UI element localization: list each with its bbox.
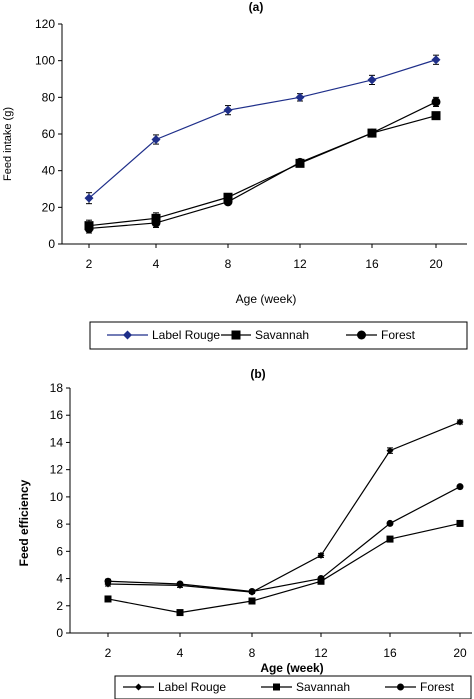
chart-b-y-tick-label: 8 xyxy=(56,517,63,531)
chart-b-legend: Label Rouge Savannah Forest xyxy=(123,680,455,694)
chart-b-data-point xyxy=(456,519,464,527)
chart-a-legend-box xyxy=(89,321,468,350)
chart-a-series-line-1 xyxy=(88,115,437,227)
chart-b-x-tick-label: 12 xyxy=(314,646,328,660)
chart-a-legend-label: Label Rouge xyxy=(152,328,220,342)
chart-a-x-tick-label: 16 xyxy=(365,257,379,271)
chart-b-legend-label: Forest xyxy=(420,680,455,694)
chart-a-x-tick-label: 20 xyxy=(429,257,443,271)
chart-b-y-tick-label: 4 xyxy=(56,572,63,586)
chart-a-data-point xyxy=(84,193,94,203)
chart-a-series-line-0 xyxy=(88,59,437,199)
chart-a-legend: Label Rouge Savannah Forest xyxy=(107,328,416,342)
chart-b-x-tick-label: 16 xyxy=(383,646,397,660)
chart-b-legend-box xyxy=(114,675,472,699)
chart-a-data-point xyxy=(84,223,94,233)
chart-b-y-tick-label: 18 xyxy=(50,381,64,395)
chart-a-y-tick-label: 20 xyxy=(42,200,56,214)
chart-a-data-point xyxy=(223,197,233,207)
chart-a-legend-label: Savannah xyxy=(255,328,309,342)
chart-b-data-point xyxy=(317,575,325,583)
chart-b-data-point xyxy=(104,577,112,585)
chart-b-x-tick-label: 4 xyxy=(177,646,184,660)
chart-a-data-point xyxy=(367,75,377,85)
chart-b-data-point xyxy=(386,535,394,543)
chart-panel-a: (a) Feed intake (g) Age (week) 0 20 40 60 80… xyxy=(2,0,468,350)
chart-b-y-tick-label: 14 xyxy=(50,435,64,449)
chart-b-data-point xyxy=(456,483,464,491)
chart-b-y-axis-label: Feed efficiency xyxy=(17,479,31,566)
chart-a-data-point xyxy=(223,105,233,115)
chart-a-x-tick-label: 2 xyxy=(86,257,93,271)
chart-b-data-point xyxy=(176,609,184,617)
chart-a-legend-marker xyxy=(357,330,366,340)
chart-panel-b: (b) Feed efficiency Age (week) 0 2 4 6 8 10 12… xyxy=(17,367,472,699)
chart-a-y-tick-label: 120 xyxy=(35,17,55,31)
chart-a-data-point xyxy=(223,192,233,202)
chart-a-data-point xyxy=(431,55,441,65)
chart-b-x-axis-label: Age (week) xyxy=(260,661,323,675)
chart-a-legend-marker xyxy=(123,330,132,340)
chart-b-plot-area: 0 2 4 6 8 10 12 14 16 18 2 4 8 12 16 20 xyxy=(50,381,472,660)
chart-b-data-point xyxy=(386,519,394,527)
chart-b-x-tick-label: 8 xyxy=(249,646,256,660)
chart-a-x-tick-label: 8 xyxy=(225,257,232,271)
chart-a-y-tick-label: 80 xyxy=(42,90,56,104)
chart-b-y-tick-label: 10 xyxy=(50,490,64,504)
chart-b-data-point xyxy=(104,595,112,603)
chart-b-y-tick-label: 6 xyxy=(56,544,63,558)
chart-b-y-tick-label: 2 xyxy=(56,599,63,613)
chart-a-data-point xyxy=(151,218,161,228)
chart-b-series-line-1 xyxy=(107,522,461,614)
chart-a-y-tick-label: 60 xyxy=(42,127,56,141)
chart-b-x-tick-label: 2 xyxy=(105,646,112,660)
chart-a-x-axis-label: Age (week) xyxy=(236,292,297,306)
chart-b-y-tick-label: 0 xyxy=(56,626,63,640)
chart-b-data-point xyxy=(248,597,256,605)
chart-a-data-point xyxy=(295,92,305,102)
chart-b-legend-marker xyxy=(273,683,280,691)
chart-b-legend-label: Savannah xyxy=(296,680,350,694)
chart-a-x-tick-label: 4 xyxy=(153,257,160,271)
chart-a-y-tick-label: 100 xyxy=(35,54,55,68)
chart-b-data-point xyxy=(317,551,325,559)
chart-b-y-tick-label: 16 xyxy=(50,408,64,422)
chart-b-title: (b) xyxy=(250,367,265,381)
chart-b-series-line-0 xyxy=(107,421,461,593)
chart-a-data-point xyxy=(431,111,441,121)
chart-b-data-point xyxy=(176,580,184,588)
chart-a-data-point xyxy=(295,157,305,167)
chart-a-data-point xyxy=(151,135,161,144)
chart-a-y-tick-label: 40 xyxy=(42,164,56,178)
chart-b-x-tick-label: 20 xyxy=(453,646,467,660)
chart-b-series-line-2 xyxy=(107,486,461,593)
chart-b-data-point xyxy=(248,587,256,595)
chart-b-y-tick-label: 12 xyxy=(50,463,64,477)
chart-a-y-tick-label: 0 xyxy=(48,237,55,251)
chart-a-y-axis-label: Feed intake (g) xyxy=(2,107,14,181)
chart-a-plot-area: 0 20 40 60 80 100 120 2 4 8 12 16 20 xyxy=(35,17,467,271)
chart-a-x-tick-label: 12 xyxy=(293,257,307,271)
chart-a-data-point xyxy=(367,128,377,138)
chart-b-legend-marker xyxy=(135,683,142,691)
chart-a-series-line-2 xyxy=(88,101,437,230)
chart-a-legend-label: Forest xyxy=(381,328,416,342)
chart-b-legend-label: Label Rouge xyxy=(158,680,226,694)
chart-b-data-point xyxy=(386,447,394,455)
chart-b-legend-marker xyxy=(397,683,404,691)
chart-a-data-point xyxy=(431,97,441,107)
chart-b-data-point xyxy=(456,418,464,426)
chart-a-title: (a) xyxy=(249,0,264,14)
chart-a-legend-marker xyxy=(231,330,241,340)
